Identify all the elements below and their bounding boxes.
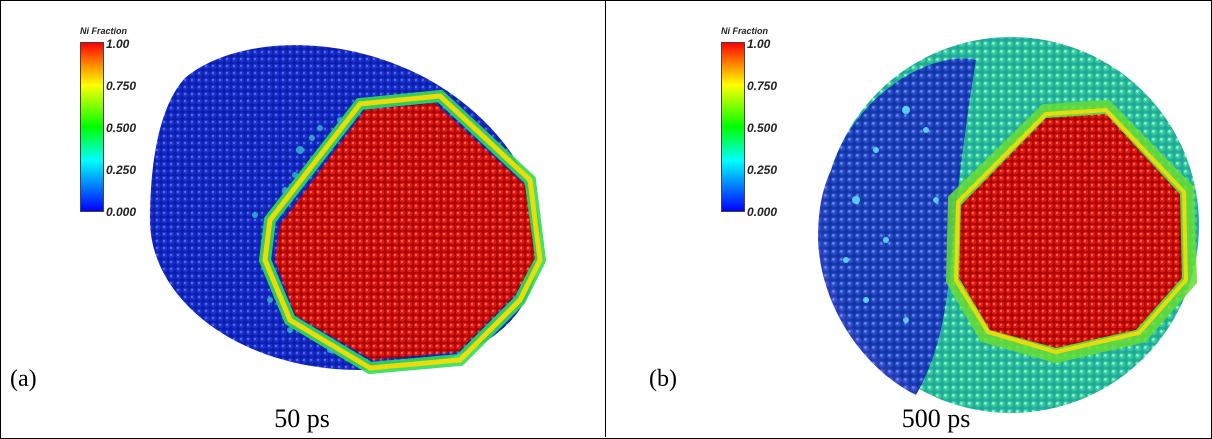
panel-label: (a) (10, 366, 37, 392)
colorbar (80, 42, 104, 212)
particle-render-b (818, 37, 1199, 413)
colorbar (721, 42, 745, 212)
colorbar-tick: 0.250 (747, 163, 778, 177)
ni-core-a (275, 103, 535, 360)
colorbar-tick: 1.00 (106, 37, 130, 51)
particle-render-a (150, 45, 547, 375)
panel-label: (b) (649, 366, 677, 392)
colorbar-tick: 0.500 (106, 121, 137, 135)
colorbar-tick: 0.500 (747, 121, 778, 135)
time-caption: 500 ps (901, 404, 971, 433)
colorbar-tick: 0.750 (747, 79, 778, 93)
scattered-particles-a (252, 117, 343, 353)
time-caption: 50 ps (274, 404, 330, 433)
colorbar-tick: 0.000 (747, 205, 778, 219)
blue-region-b (818, 58, 976, 396)
colorbar-tick: 0.000 (106, 205, 137, 219)
colorbar-title: Ni Fraction (80, 26, 128, 36)
scattered-particles-b (843, 106, 939, 323)
colorbar-tick: 0.250 (106, 163, 137, 177)
colorbar-tick: 0.750 (106, 79, 137, 93)
panel-b: Ni Fraction 1.00 0.750 0.500 0.250 0.000… (605, 0, 1211, 437)
panel-a: Ni Fraction 1.00 0.750 0.500 0.250 0.000… (0, 0, 605, 437)
colorbar-tick: 1.00 (747, 37, 771, 51)
ni-core-b (959, 114, 1182, 348)
colorbar-title: Ni Fraction (721, 26, 769, 36)
